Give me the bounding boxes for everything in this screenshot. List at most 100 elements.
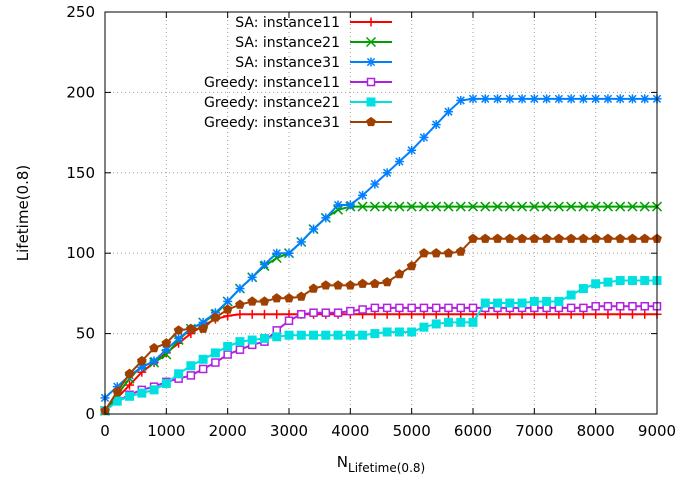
data-point: [627, 309, 637, 319]
data-point: [149, 356, 159, 366]
data-point: [136, 355, 147, 366]
data-point: [198, 354, 208, 364]
data-point: [112, 386, 123, 396]
data-point: [198, 364, 208, 374]
data-point: [603, 94, 613, 104]
data-point: [628, 302, 637, 311]
data-point: [578, 94, 588, 104]
data-point: [358, 305, 367, 314]
data-point: [554, 94, 564, 104]
data-point: [235, 345, 245, 354]
data-point: [419, 132, 429, 142]
data-point: [366, 57, 376, 67]
data-point: [615, 309, 625, 319]
data-point: [443, 107, 453, 117]
data-point: [173, 325, 184, 335]
data-point: [542, 94, 552, 104]
data-point: [529, 201, 540, 212]
y-tick-label: 200: [66, 83, 95, 101]
data-point: [627, 233, 638, 243]
data-point: [443, 317, 453, 327]
data-point: [174, 333, 184, 343]
data-point: [284, 293, 294, 303]
y-tick-label: 150: [66, 164, 95, 182]
data-point: [297, 310, 306, 319]
data-point: [553, 201, 564, 212]
data-point: [591, 309, 601, 319]
data-point: [235, 284, 245, 294]
data-point: [443, 248, 454, 258]
legend-label: Greedy: instance31: [204, 115, 340, 131]
data-point: [529, 296, 539, 306]
data-point: [333, 308, 343, 317]
data-point: [578, 201, 589, 212]
data-point: [247, 309, 257, 319]
data-point: [333, 200, 343, 210]
data-point: [603, 233, 613, 243]
data-point: [125, 380, 135, 390]
data-point: [578, 284, 588, 294]
data-point: [366, 116, 376, 127]
data-point: [272, 248, 282, 258]
data-point: [468, 94, 478, 104]
data-point: [615, 276, 625, 286]
legend-item: SA: instance11: [235, 15, 392, 31]
data-point: [444, 303, 453, 313]
data-point: [149, 385, 159, 395]
data-point: [346, 306, 355, 316]
data-point: [357, 278, 368, 288]
data-point: [235, 309, 245, 319]
data-point: [431, 120, 441, 130]
data-point: [394, 157, 404, 167]
data-point: [590, 233, 601, 243]
data-point: [358, 330, 368, 340]
data-point: [418, 201, 429, 212]
data-point: [271, 293, 282, 303]
data-point: [505, 298, 515, 308]
legend-item: SA: instance31: [235, 55, 392, 71]
data-point: [407, 327, 417, 337]
data-point: [272, 332, 282, 342]
series-line: [104, 237, 657, 412]
data-point: [615, 94, 625, 104]
data-point: [456, 95, 466, 105]
data-point: [467, 201, 479, 212]
data-point: [541, 201, 552, 212]
data-point: [603, 277, 613, 287]
data-point: [504, 233, 515, 243]
data-point: [419, 322, 429, 332]
data-point: [370, 278, 380, 288]
data-point: [259, 309, 269, 319]
data-point: [222, 304, 233, 314]
data-point: [272, 309, 282, 319]
data-point: [235, 299, 245, 309]
data-point: [541, 233, 552, 243]
data-point: [394, 327, 404, 337]
data-point: [431, 201, 442, 212]
data-point: [603, 309, 613, 319]
y-axis-label: Lifetime(0.8): [14, 165, 32, 261]
series-line: [104, 279, 657, 412]
data-point: [247, 335, 257, 345]
data-point: [223, 350, 232, 359]
data-point: [627, 201, 638, 212]
series-layer: [99, 94, 663, 416]
data-point: [308, 283, 319, 293]
data-point: [321, 330, 331, 340]
data-point: [455, 201, 466, 212]
data-point: [480, 298, 490, 308]
data-point: [590, 201, 601, 212]
data-point: [578, 233, 589, 243]
data-point: [468, 303, 478, 313]
data-point: [407, 303, 416, 313]
data-point: [161, 338, 172, 348]
series-5: [100, 276, 662, 416]
data-point: [210, 348, 220, 358]
data-point: [333, 330, 343, 340]
data-point: [211, 358, 220, 367]
data-point: [504, 201, 515, 212]
data-point: [366, 97, 376, 107]
data-point: [366, 17, 376, 27]
data-point: [517, 201, 528, 212]
data-point: [174, 369, 184, 379]
